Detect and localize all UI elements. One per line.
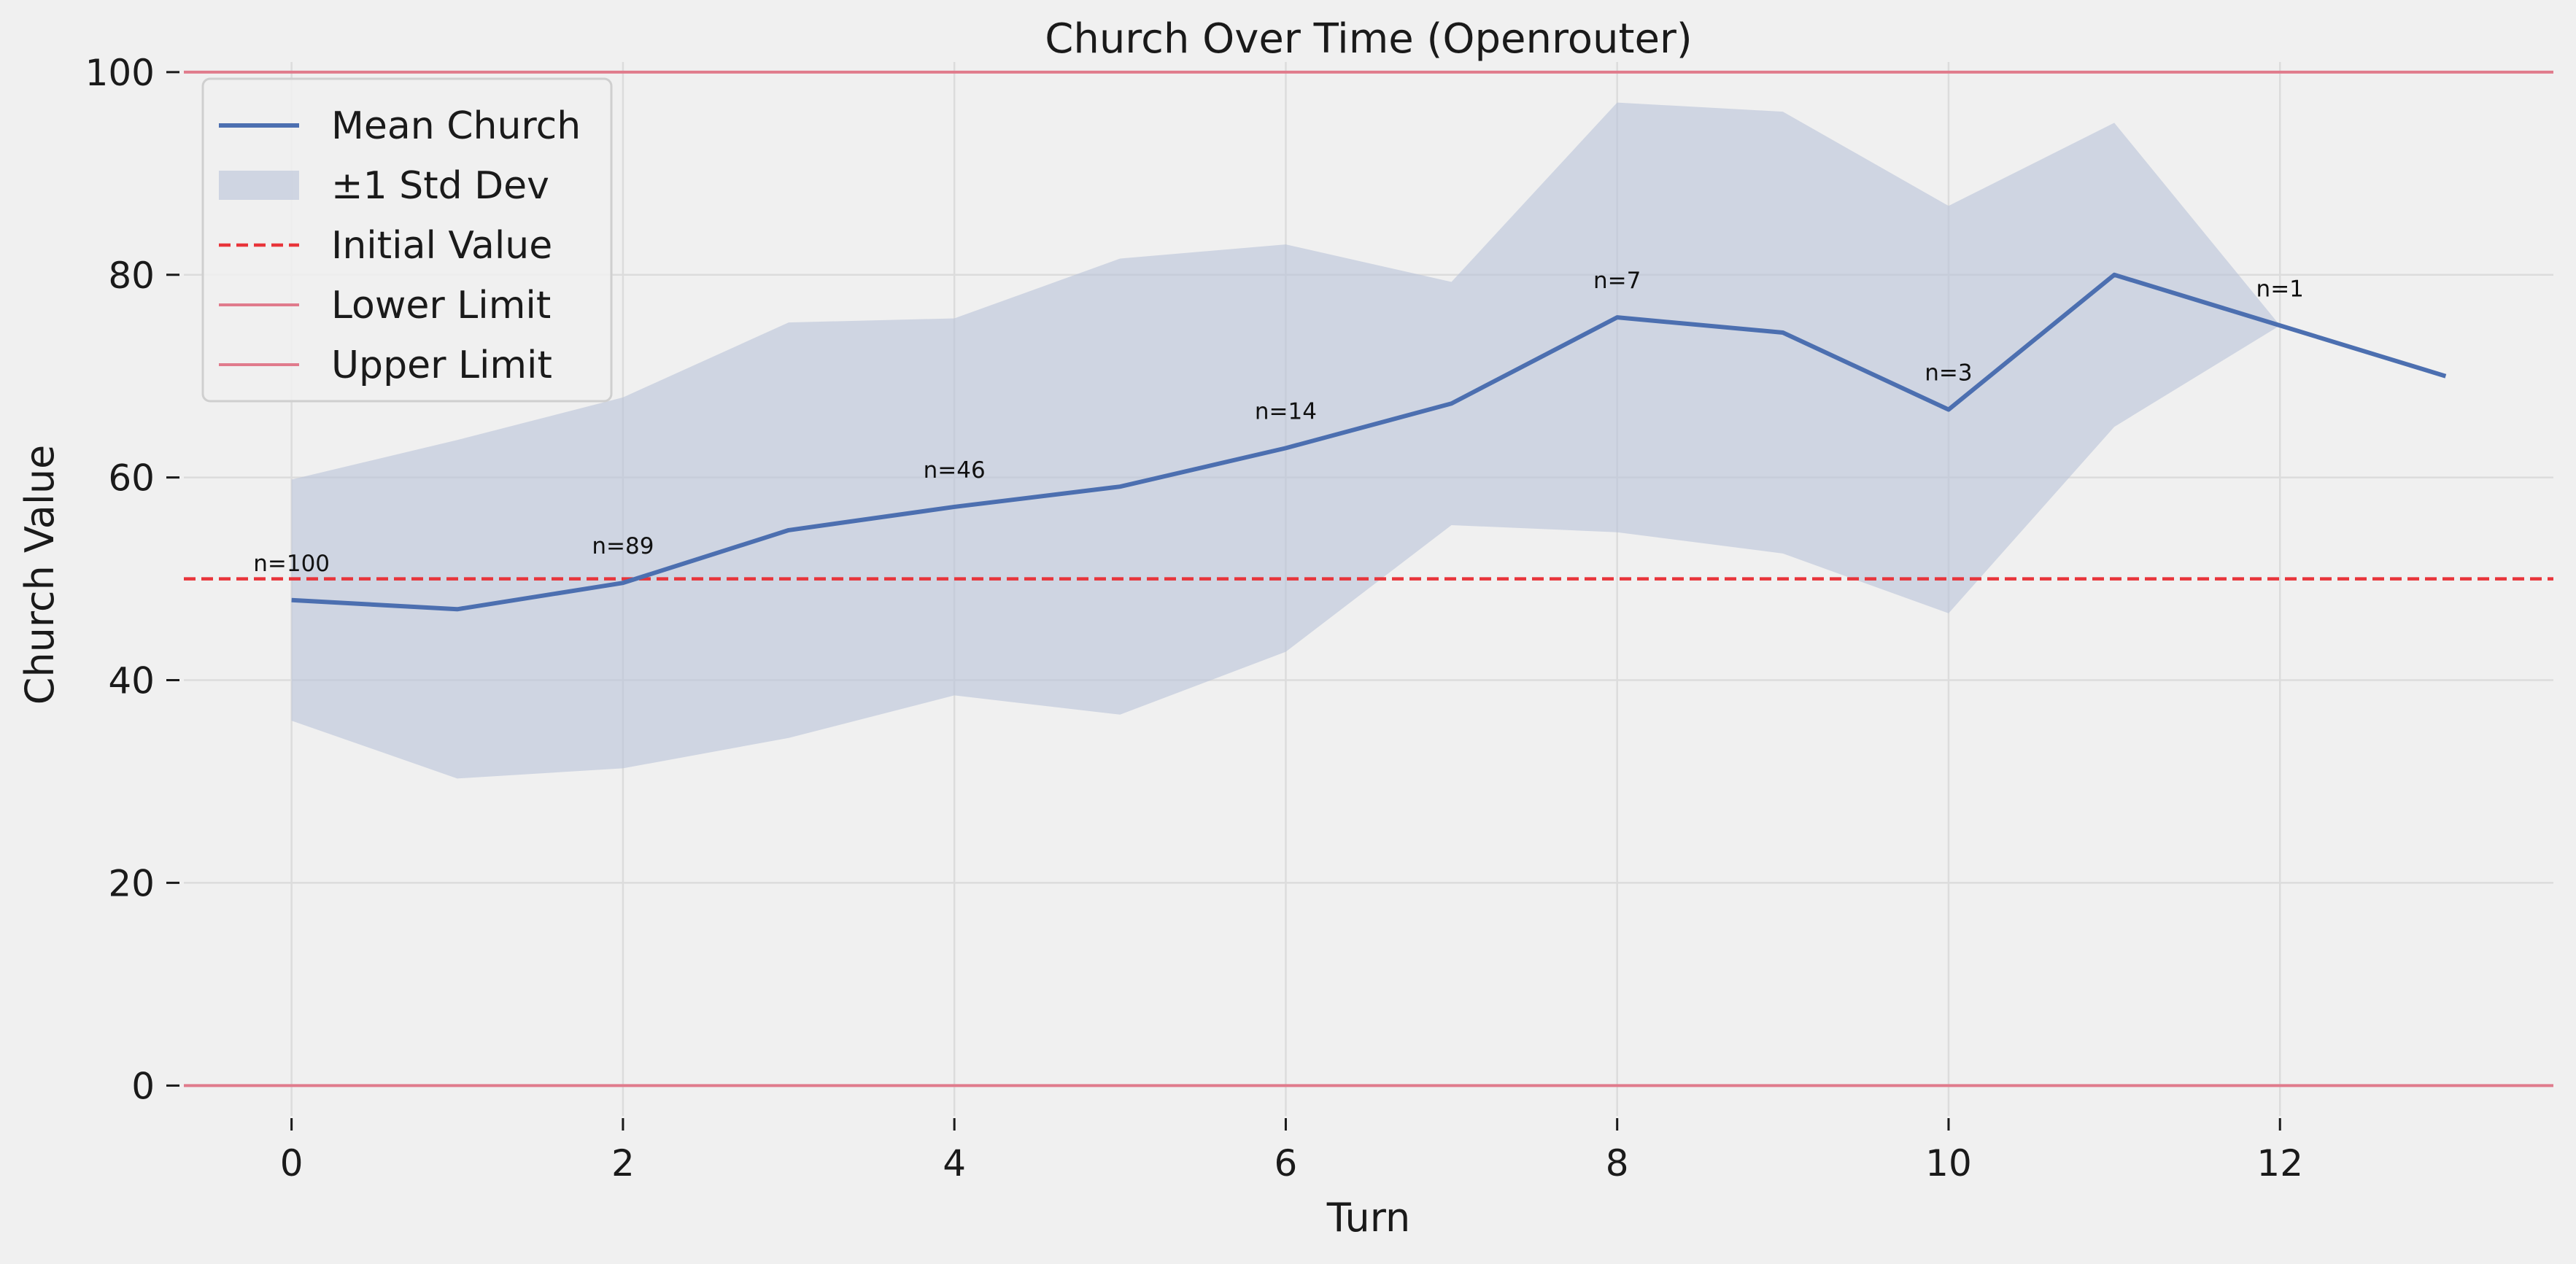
x-axis: 0 2 4 6 8 10 12 — [280, 1118, 2303, 1184]
sample-size-label: n=46 — [924, 457, 986, 484]
legend-box — [201, 77, 613, 403]
std-band — [291, 102, 2281, 779]
y-tick-label: 60 — [108, 457, 155, 500]
sample-size-label: n=14 — [1255, 398, 1317, 424]
legend-label: ±1 Std Dev — [331, 164, 549, 208]
sample-size-label: n=89 — [592, 533, 654, 559]
x-tick-label: 4 — [943, 1142, 966, 1184]
sample-size-label: n=7 — [1593, 268, 1641, 294]
sample-size-label: n=3 — [1925, 360, 1972, 387]
y-axis: 0 20 40 60 80 100 — [85, 52, 179, 1107]
legend-label: Mean Church — [331, 104, 581, 148]
std-dev-legend-swatch — [219, 171, 299, 200]
y-tick-label: 0 — [131, 1065, 155, 1107]
mean-church-line — [291, 272, 2447, 612]
legend-label: Upper Limit — [331, 344, 552, 387]
mean-series — [291, 272, 2447, 612]
y-tick-label: 80 — [108, 255, 155, 297]
x-tick-label: 10 — [1925, 1142, 1972, 1184]
legend-label: Lower Limit — [331, 284, 551, 327]
x-tick-label: 12 — [2256, 1142, 2303, 1184]
y-axis-title: Church Value — [17, 445, 63, 705]
x-tick-label: 8 — [1606, 1142, 1629, 1184]
std-dev-band — [291, 102, 2281, 779]
annotations: n=100 n=89 n=46 n=14 n=7 n=3 n=1 — [253, 268, 2304, 577]
y-tick-label: 100 — [85, 52, 155, 94]
sample-size-label: n=1 — [2256, 276, 2304, 302]
x-tick-label: 6 — [1275, 1142, 1298, 1184]
sample-size-label: n=100 — [253, 551, 330, 577]
legend-label: Initial Value — [331, 224, 552, 268]
chart-title: Church Over Time (Openrouter) — [1045, 15, 1693, 63]
y-tick-label: 40 — [108, 660, 155, 702]
x-tick-label: 0 — [280, 1142, 303, 1184]
reference-lines — [184, 70, 2553, 1087]
x-tick-label: 2 — [611, 1142, 635, 1184]
legend: Mean Church ±1 Std Dev Initial Value Lower … — [201, 77, 613, 403]
y-tick-label: 20 — [108, 862, 155, 904]
x-axis-title: Turn — [1326, 1195, 1411, 1241]
